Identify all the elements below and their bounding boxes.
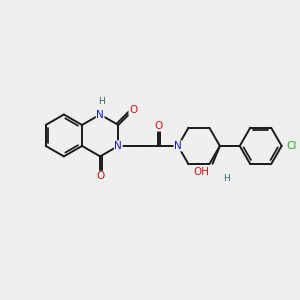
Text: H: H xyxy=(223,174,230,183)
Text: H: H xyxy=(98,98,105,106)
Text: O: O xyxy=(129,105,137,115)
Text: O: O xyxy=(154,121,162,131)
Text: O: O xyxy=(96,171,104,181)
Text: N: N xyxy=(96,110,104,119)
Text: N: N xyxy=(174,141,182,151)
Text: Cl: Cl xyxy=(286,141,296,151)
Text: OH: OH xyxy=(194,167,210,177)
Text: N: N xyxy=(114,141,122,151)
